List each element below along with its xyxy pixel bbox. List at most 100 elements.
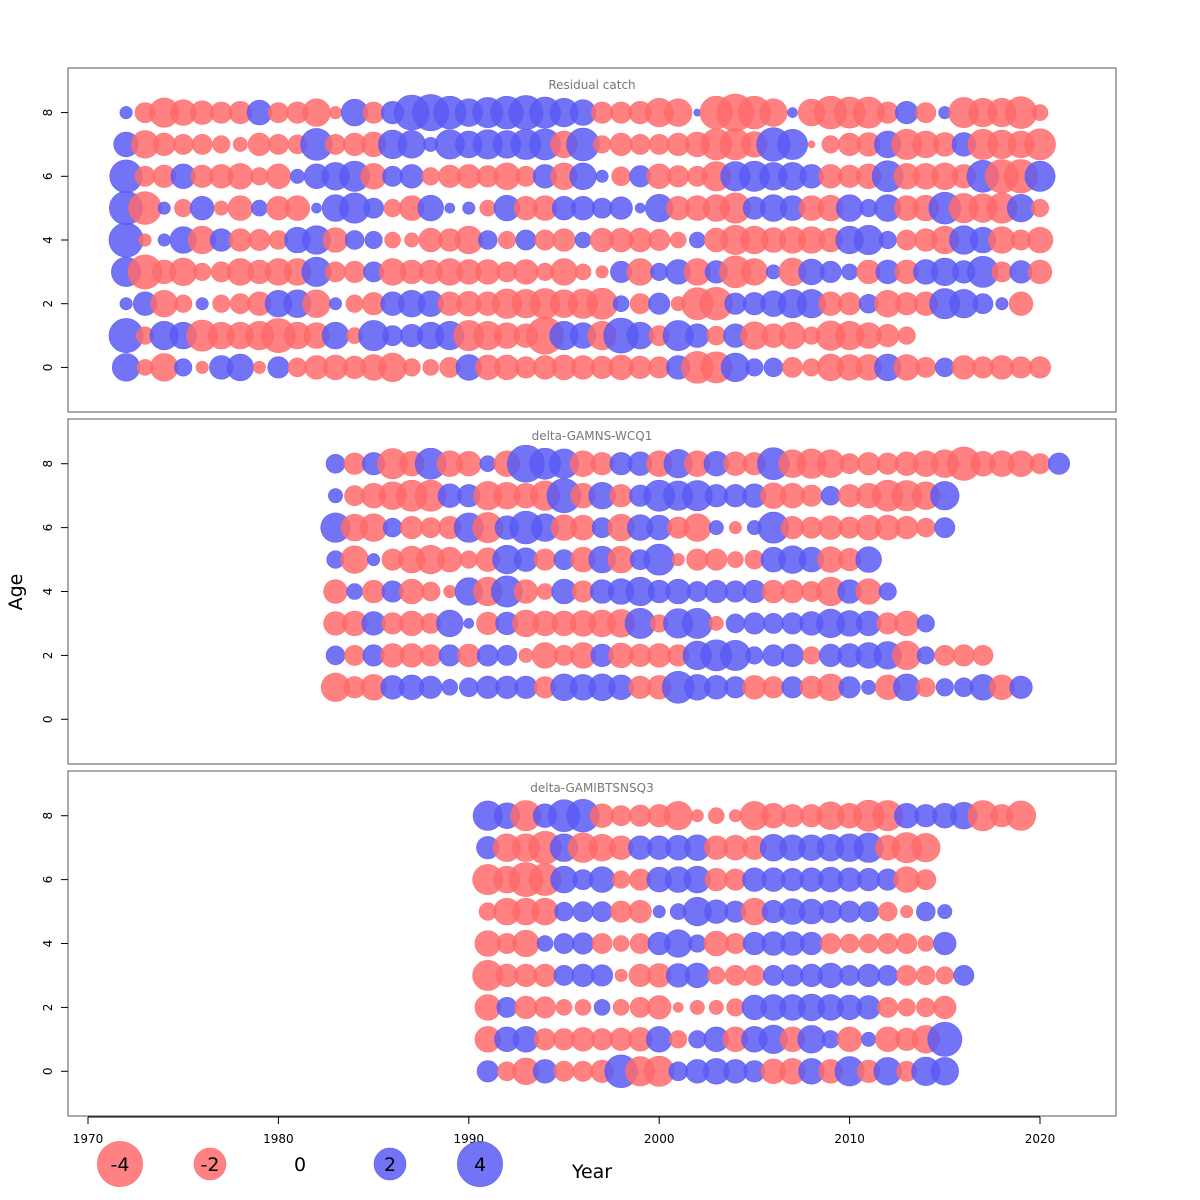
residual-bubble (593, 135, 612, 154)
residual-bubble (664, 929, 693, 958)
residual-bubble (402, 358, 421, 377)
residual-bubble (363, 197, 385, 219)
residual-bubble (820, 485, 841, 506)
residual-bubble (762, 612, 784, 634)
residual-bubble (572, 1060, 594, 1082)
residual-bubble (937, 904, 953, 920)
residual-bubble (150, 290, 178, 318)
residual-bubble (821, 1030, 840, 1049)
y-tick-label: 2 (41, 300, 55, 308)
residual-bubble (213, 200, 229, 216)
residual-bubble (518, 647, 534, 663)
residual-bubble (609, 484, 633, 508)
residual-bubble (475, 259, 501, 285)
residual-bubble (629, 133, 651, 155)
residual-bubble (459, 677, 479, 698)
residual-bubble (1005, 800, 1037, 831)
residual-bubble (569, 162, 597, 190)
x-axis-title: Year (571, 1161, 612, 1183)
residual-bubble (515, 229, 537, 251)
residual-bubble (462, 201, 476, 215)
residual-bubble (128, 191, 162, 225)
y-tick-label: 0 (41, 715, 55, 723)
residual-bubble (671, 553, 685, 567)
residual-bubble (669, 231, 687, 249)
residual-bubble (134, 165, 156, 187)
residual-bubble (690, 809, 704, 823)
residual-bubble (877, 996, 899, 1018)
residual-bubble (574, 999, 592, 1016)
y-tick-label: 4 (41, 940, 55, 948)
residual-bubble (533, 996, 557, 1019)
residual-bubble (400, 515, 424, 540)
residual-bubble (443, 585, 457, 598)
residual-bubble (550, 258, 578, 286)
residual-bubble (212, 294, 231, 313)
residual-bubble (174, 358, 193, 377)
residual-bubble (612, 870, 631, 889)
residual-bubble (667, 165, 690, 188)
residual-bubble (195, 297, 209, 311)
residual-bubble (212, 135, 231, 154)
residual-bubble (157, 233, 171, 247)
residual-bubble (628, 899, 652, 924)
residual-bubble (740, 258, 769, 286)
residual-bubble (325, 645, 346, 666)
residual-bubble (1024, 160, 1056, 192)
residual-bubble (952, 644, 975, 667)
residual-bubble (916, 677, 936, 698)
residual-bubble (476, 1060, 499, 1083)
residual-bubble (328, 488, 343, 504)
residual-bubble (591, 964, 614, 987)
legend: -4 -2 0 2 4 (97, 1141, 503, 1187)
residual-bubble (345, 294, 364, 313)
residual-bubble (743, 612, 766, 635)
residual-bubble (1008, 291, 1034, 316)
legend-label: -4 (111, 1154, 130, 1176)
residual-bubble (325, 133, 346, 155)
residual-bubble (119, 297, 133, 311)
residual-bubble (250, 167, 269, 186)
y-tick-label: 4 (41, 588, 55, 596)
panel-title: delta-GAMNS-WCQ1 (532, 429, 653, 443)
residual-bubble (669, 1030, 688, 1049)
residual-bubble (726, 998, 745, 1017)
y-tick-label: 0 (41, 1067, 55, 1075)
y-tick-label: 8 (41, 460, 55, 468)
residual-bubble (837, 292, 862, 316)
residual-bubble (591, 933, 613, 954)
x-tick-label: 2020 (1025, 1132, 1056, 1146)
residual-bubble (571, 932, 595, 955)
residual-bubble (172, 133, 194, 155)
residual-bubble (930, 1057, 959, 1086)
residual-bubble (157, 201, 171, 215)
residual-bubble (777, 128, 808, 160)
residual-bubble (152, 132, 176, 156)
residual-bubble (708, 807, 725, 824)
residual-bubble (708, 520, 724, 536)
residual-bubble (302, 98, 331, 127)
residual-bubble (762, 964, 784, 986)
residual-bubble (634, 202, 646, 214)
residual-bubble (861, 679, 877, 695)
residual-bubble (935, 357, 955, 378)
residual-bubble (329, 297, 342, 311)
residual-bubble (648, 133, 670, 155)
residual-bubble (897, 326, 916, 345)
residual-bubble (953, 964, 975, 986)
residual-bubble (705, 548, 728, 571)
residual-bubble (915, 102, 937, 124)
residual-bubble (419, 675, 443, 699)
x-tick-label: 2010 (834, 1132, 865, 1146)
residual-bubble (1027, 259, 1053, 285)
residual-bubble (437, 546, 463, 573)
residual-bubble (404, 232, 420, 248)
residual-bubble (227, 163, 254, 190)
residual-bubble (683, 513, 712, 542)
residual-bubble (362, 579, 386, 604)
residual-bubble (916, 517, 936, 538)
residual-bubble (1024, 128, 1056, 161)
residual-bubble (479, 455, 497, 472)
residual-bubble (399, 578, 425, 605)
residual-bubble (496, 996, 518, 1018)
